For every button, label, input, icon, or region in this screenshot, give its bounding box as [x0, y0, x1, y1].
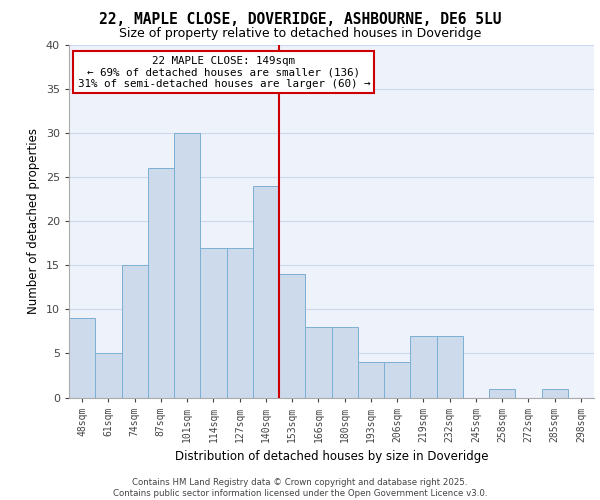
Bar	[489, 388, 515, 398]
Bar	[148, 168, 174, 398]
Bar	[305, 327, 331, 398]
Bar	[279, 274, 305, 398]
Bar	[174, 133, 200, 398]
Bar	[121, 266, 148, 398]
Text: 22 MAPLE CLOSE: 149sqm
← 69% of detached houses are smaller (136)
31% of semi-de: 22 MAPLE CLOSE: 149sqm ← 69% of detached…	[77, 56, 370, 89]
Bar	[437, 336, 463, 398]
Text: 22, MAPLE CLOSE, DOVERIDGE, ASHBOURNE, DE6 5LU: 22, MAPLE CLOSE, DOVERIDGE, ASHBOURNE, D…	[99, 12, 501, 28]
Bar	[95, 354, 121, 398]
Text: Size of property relative to detached houses in Doveridge: Size of property relative to detached ho…	[119, 28, 481, 40]
X-axis label: Distribution of detached houses by size in Doveridge: Distribution of detached houses by size …	[175, 450, 488, 463]
Bar	[410, 336, 437, 398]
Bar	[200, 248, 227, 398]
Bar	[331, 327, 358, 398]
Bar	[227, 248, 253, 398]
Bar	[384, 362, 410, 398]
Bar	[358, 362, 384, 398]
Bar	[253, 186, 279, 398]
Text: Contains HM Land Registry data © Crown copyright and database right 2025.
Contai: Contains HM Land Registry data © Crown c…	[113, 478, 487, 498]
Bar	[542, 388, 568, 398]
Bar	[69, 318, 95, 398]
Y-axis label: Number of detached properties: Number of detached properties	[27, 128, 40, 314]
